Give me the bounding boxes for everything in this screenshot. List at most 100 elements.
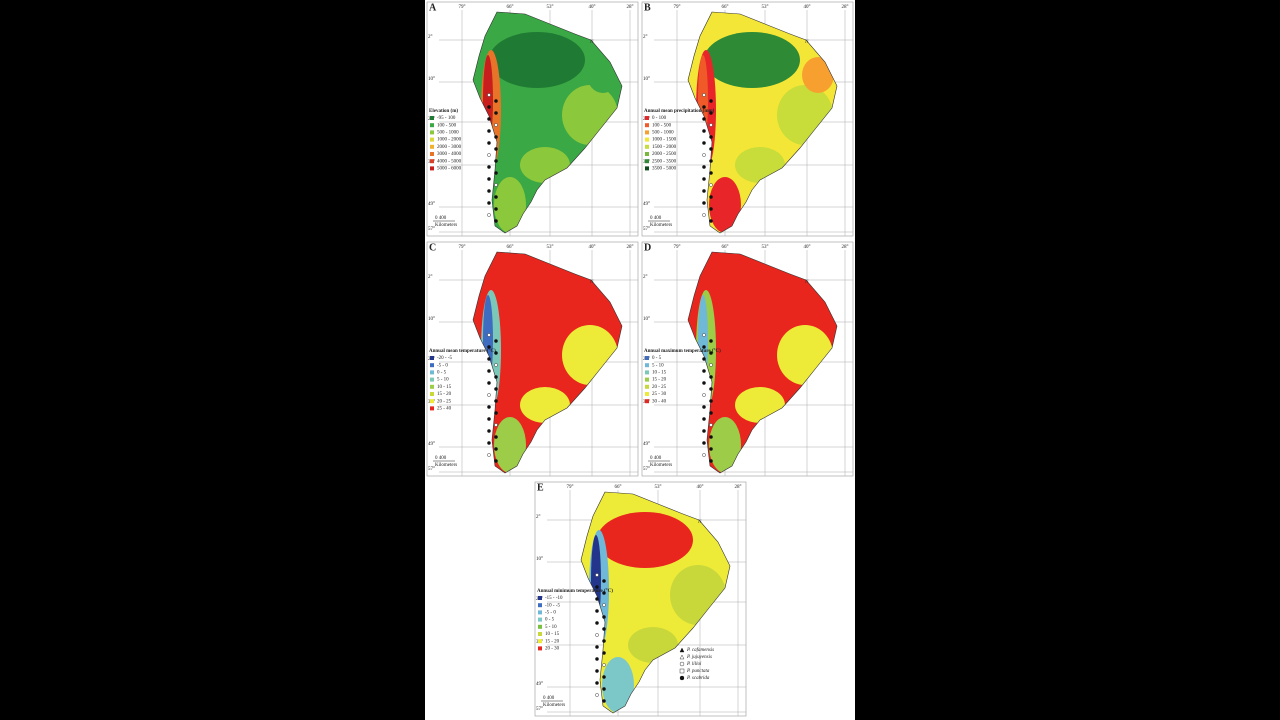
occurrence-point — [702, 189, 706, 193]
legend-swatch — [430, 166, 434, 171]
legend-label: 2000 - 2500 — [652, 152, 677, 157]
species-label: P. scabrida — [686, 676, 710, 681]
longitude-label: 53° — [762, 245, 769, 250]
occurrence-point — [709, 375, 713, 379]
occurrence-point — [709, 195, 713, 199]
species-marker — [679, 661, 685, 667]
legend-label: 2500 - 3500 — [652, 159, 677, 164]
longitude-label: 66° — [722, 5, 729, 10]
climate-zone — [494, 417, 526, 473]
occurrence-point — [494, 111, 498, 115]
species-marker — [679, 654, 685, 660]
occurrence-point — [709, 363, 713, 367]
legend-label: 4000 - 5000 — [437, 159, 462, 164]
occurrence-point — [595, 669, 599, 673]
legend-label: 10 - 15 — [652, 371, 667, 376]
longitude-label: 40° — [589, 5, 596, 10]
occurrence-point — [709, 447, 713, 451]
north-label: N — [805, 280, 809, 285]
legend-title: Annual minimum temperature (°C) — [537, 589, 613, 594]
latitude-label: 10° — [643, 317, 650, 322]
occurrence-point — [702, 405, 706, 409]
occurrence-point — [602, 627, 606, 631]
legend-label: -10 - -5 — [545, 603, 560, 608]
legend-swatch — [645, 130, 649, 135]
legend-swatch — [645, 399, 649, 404]
occurrence-point — [702, 213, 706, 217]
occurrence-point — [709, 147, 713, 151]
occurrence-point — [494, 447, 498, 451]
legend-label: 25 - 30 — [652, 392, 667, 397]
legend-swatch — [645, 159, 649, 164]
legend-label: -5 - 0 — [437, 363, 448, 368]
occurrence-point — [602, 579, 606, 583]
longitude-label: 40° — [804, 245, 811, 250]
legend-label: 15 - 20 — [437, 392, 452, 397]
occurrence-point — [702, 165, 706, 169]
legend-label: 100 - 500 — [652, 123, 672, 128]
legend-label: 10 - 15 — [545, 632, 560, 637]
legend-label: 500 - 1000 — [652, 131, 674, 136]
occurrence-point — [702, 105, 706, 109]
occurrence-point — [602, 639, 606, 643]
occurrence-point — [494, 423, 498, 427]
occurrence-point — [494, 171, 498, 175]
climate-zone — [587, 57, 619, 93]
north-label: N — [805, 40, 809, 45]
legend-swatch — [430, 384, 434, 389]
latitude-label: 10° — [428, 77, 435, 82]
legend-swatch — [645, 123, 649, 128]
legend-title: Annual mean precipitation (mm) — [644, 109, 715, 114]
occurrence-point — [709, 99, 713, 103]
occurrence-point — [702, 177, 706, 181]
species-marker — [679, 668, 685, 674]
occurrence-point — [494, 99, 498, 103]
occurrence-point — [709, 183, 713, 187]
legend-swatch — [430, 152, 434, 156]
occurrence-point — [702, 93, 706, 97]
latitude-label: 49° — [428, 202, 435, 207]
legend-swatch — [645, 363, 649, 368]
occurrence-point — [702, 357, 706, 361]
legend-label: 0 - 5 — [437, 371, 447, 376]
latitude-label: 49° — [536, 682, 543, 687]
longitude-label: 79° — [674, 245, 681, 250]
legend-label: 20 - 25 — [652, 385, 667, 390]
legend-swatch — [430, 392, 434, 396]
legend-swatch — [645, 384, 649, 389]
longitude-label: 66° — [615, 485, 622, 490]
occurrence-point — [702, 333, 706, 337]
occurrence-point — [487, 201, 491, 205]
occurrence-point — [487, 105, 491, 109]
occurrence-point — [487, 141, 491, 145]
latitude-label: 2° — [428, 35, 433, 40]
legend-label: 0 - 5 — [545, 618, 555, 623]
occurrence-point — [487, 177, 491, 181]
occurrence-point — [709, 123, 713, 127]
legend-swatch — [430, 130, 434, 135]
legend-label: 1000 - 2000 — [437, 138, 462, 143]
occurrence-point — [595, 681, 599, 685]
legend-swatch — [430, 137, 434, 142]
occurrence-point — [602, 663, 606, 667]
occurrence-point — [702, 393, 706, 397]
occurrence-point — [595, 609, 599, 613]
occurrence-point — [709, 387, 713, 391]
north-label: N — [590, 40, 594, 45]
legend-label: 3000 - 4000 — [437, 152, 462, 157]
climate-zone — [494, 177, 526, 233]
scale-unit: Kilometers — [650, 223, 672, 228]
latitude-label: 10° — [428, 317, 435, 322]
latitude-label: 57° — [536, 707, 543, 712]
panel-label: C — [429, 242, 436, 253]
occurrence-point — [494, 459, 498, 463]
legend-label: -95 - 100 — [437, 116, 456, 121]
legend-swatch — [538, 646, 542, 651]
occurrence-point — [602, 603, 606, 607]
longitude-label: 53° — [547, 5, 554, 10]
legend-label: 0 - 100 — [652, 116, 667, 121]
legend-swatch — [645, 137, 649, 142]
legend-label: -5 - 0 — [545, 611, 556, 616]
legend-title: Elevation (m) — [429, 109, 458, 114]
legend-swatch — [538, 603, 542, 608]
